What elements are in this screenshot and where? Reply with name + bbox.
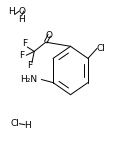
Text: O: O — [46, 31, 53, 40]
Text: F: F — [22, 39, 28, 48]
Text: H: H — [24, 121, 31, 130]
Text: Cl: Cl — [10, 119, 19, 128]
Text: O: O — [18, 7, 25, 16]
Text: H₂N: H₂N — [21, 75, 38, 84]
Text: H: H — [18, 15, 25, 24]
Text: H: H — [8, 7, 15, 16]
Text: F: F — [27, 61, 32, 70]
Text: Cl: Cl — [97, 44, 105, 53]
Text: F: F — [19, 51, 24, 60]
